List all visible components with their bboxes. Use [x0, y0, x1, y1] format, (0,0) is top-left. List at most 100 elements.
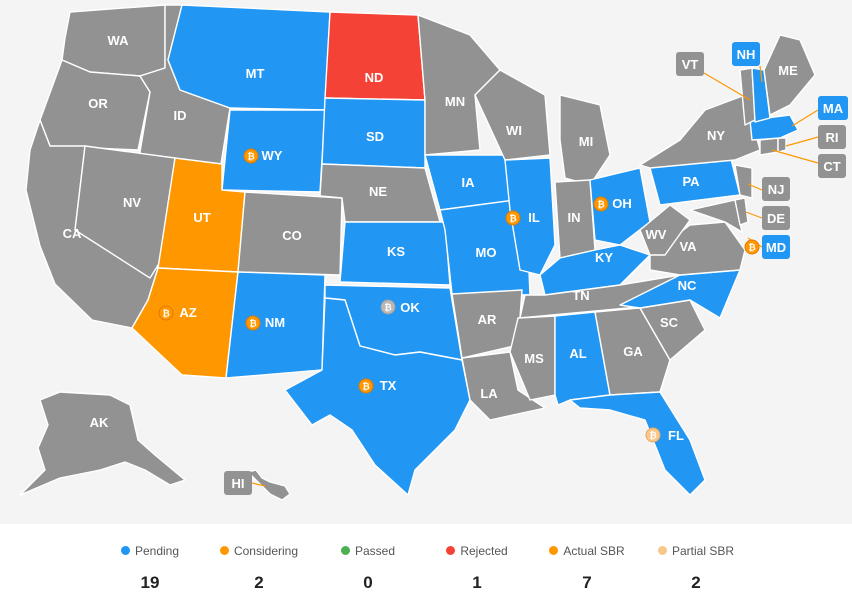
bitcoin-icon	[549, 546, 559, 555]
state-ga[interactable]	[594, 307, 671, 396]
state-nd[interactable]	[324, 11, 426, 101]
label-tx: TX	[380, 378, 397, 393]
legend-pending[interactable]: Pending 19	[95, 542, 205, 593]
legend-rejected[interactable]: Rejected 1	[422, 542, 532, 593]
state-ny[interactable]	[639, 94, 761, 169]
callout-de[interactable]: DE	[762, 206, 790, 230]
callout-nj[interactable]: NJ	[762, 177, 790, 201]
label-ia: IA	[462, 175, 476, 190]
label-in: IN	[568, 210, 581, 225]
bitcoin-partial-icon-fl: ₿	[645, 427, 661, 443]
label-co: CO	[282, 228, 302, 243]
svg-text:₿: ₿	[748, 243, 755, 254]
state-ak[interactable]	[19, 391, 186, 496]
label-mn: MN	[445, 94, 465, 109]
legend-label-passed: Passed	[354, 543, 396, 558]
svg-text:HI: HI	[232, 476, 245, 491]
label-mt: MT	[246, 66, 265, 81]
label-me: ME	[778, 63, 798, 78]
state-nv[interactable]	[74, 145, 176, 279]
label-fl: FL	[668, 428, 684, 443]
label-or: OR	[88, 96, 108, 111]
bitcoin-icon-oh: ₿	[593, 196, 609, 212]
label-nm: NM	[265, 315, 285, 330]
state-ct[interactable]	[759, 137, 779, 156]
label-nd: ND	[365, 70, 384, 85]
state-hi[interactable]	[247, 469, 291, 501]
label-sd: SD	[366, 129, 384, 144]
label-wa: WA	[108, 33, 130, 48]
svg-text:₿: ₿	[384, 303, 391, 314]
label-ne: NE	[369, 184, 387, 199]
label-tn: TN	[572, 288, 589, 303]
label-id: ID	[174, 108, 187, 123]
callout-vt[interactable]: VT	[676, 52, 704, 76]
label-il: IL	[528, 210, 540, 225]
callout-ma[interactable]: MA	[818, 96, 848, 120]
svg-text:CT: CT	[823, 159, 840, 174]
svg-text:₿: ₿	[649, 431, 656, 442]
label-mi: MI	[579, 134, 593, 149]
state-de[interactable]	[734, 197, 749, 226]
state-nj[interactable]	[734, 164, 753, 199]
svg-text:VT: VT	[682, 57, 699, 72]
us-map-svg: WA OR CA ID NV MT WY UT CO AZ NM ND SD N…	[19, 4, 848, 501]
label-wy: WY	[262, 148, 283, 163]
svg-text:₿: ₿	[362, 382, 369, 393]
callout-md[interactable]: MD	[762, 235, 790, 259]
legend-count-considering: 2	[254, 573, 264, 592]
bitcoin-icon-nm: ₿	[245, 315, 261, 331]
label-al: AL	[569, 346, 586, 361]
state-ks[interactable]	[339, 221, 451, 286]
label-ms: MS	[524, 351, 544, 366]
state-oh[interactable]	[589, 167, 651, 246]
legend-actual-sbr[interactable]: Actual SBR 7	[532, 542, 642, 593]
legend-considering[interactable]: Considering 2	[204, 542, 314, 593]
label-ks: KS	[387, 244, 405, 259]
svg-text:NJ: NJ	[768, 182, 785, 197]
label-ky: KY	[595, 250, 613, 265]
state-mt[interactable]	[167, 4, 331, 111]
legend-label-partial-sbr: Partial SBR	[671, 543, 735, 558]
label-la: LA	[480, 386, 498, 401]
callout-ct[interactable]: CT	[818, 154, 846, 178]
callout-ri[interactable]: RI	[818, 125, 846, 149]
label-oh: OH	[612, 196, 632, 211]
state-wi[interactable]	[474, 69, 551, 161]
svg-text:₿: ₿	[597, 200, 604, 211]
label-nv: NV	[123, 195, 141, 210]
label-ok: OK	[400, 300, 420, 315]
state-ms[interactable]	[509, 315, 556, 401]
state-va[interactable]	[649, 221, 746, 276]
label-wv: WV	[646, 227, 667, 242]
state-fl[interactable]	[569, 391, 706, 496]
legend-partial-sbr[interactable]: Partial SBR 2	[641, 542, 751, 593]
legend-count-passed: 0	[363, 573, 373, 592]
state-wv[interactable]	[639, 204, 691, 256]
state-mn[interactable]	[417, 14, 501, 156]
svg-text:NH: NH	[737, 47, 756, 62]
label-ny: NY	[707, 128, 725, 143]
label-pa: PA	[682, 174, 700, 189]
callout-hi[interactable]: HI	[224, 471, 252, 495]
state-tx[interactable]	[284, 297, 471, 496]
svg-text:₿: ₿	[162, 309, 169, 320]
legend-label-pending: Pending	[134, 543, 180, 558]
bitcoin-icon-md: ₿	[744, 239, 760, 255]
svg-text:₿: ₿	[249, 319, 256, 330]
bitcoin-partial-icon-ok: ₿	[380, 299, 396, 315]
state-me[interactable]	[763, 34, 816, 116]
pending-dot-icon	[120, 546, 130, 555]
callout-nh[interactable]: NH	[732, 42, 760, 66]
passed-dot-icon	[340, 546, 350, 555]
state-ma[interactable]	[749, 114, 799, 141]
svg-text:MA: MA	[823, 101, 844, 116]
state-md[interactable]	[689, 199, 743, 233]
label-sc: SC	[660, 315, 679, 330]
label-wi: WI	[506, 123, 522, 138]
us-map: WA OR CA ID NV MT WY UT CO AZ NM ND SD N…	[19, 4, 848, 501]
legend-passed[interactable]: Passed 0	[313, 542, 423, 593]
bitcoin-icon-az: ₿	[158, 305, 174, 321]
legend-count-partial-sbr: 2	[691, 573, 701, 592]
state-ri[interactable]	[777, 137, 787, 153]
